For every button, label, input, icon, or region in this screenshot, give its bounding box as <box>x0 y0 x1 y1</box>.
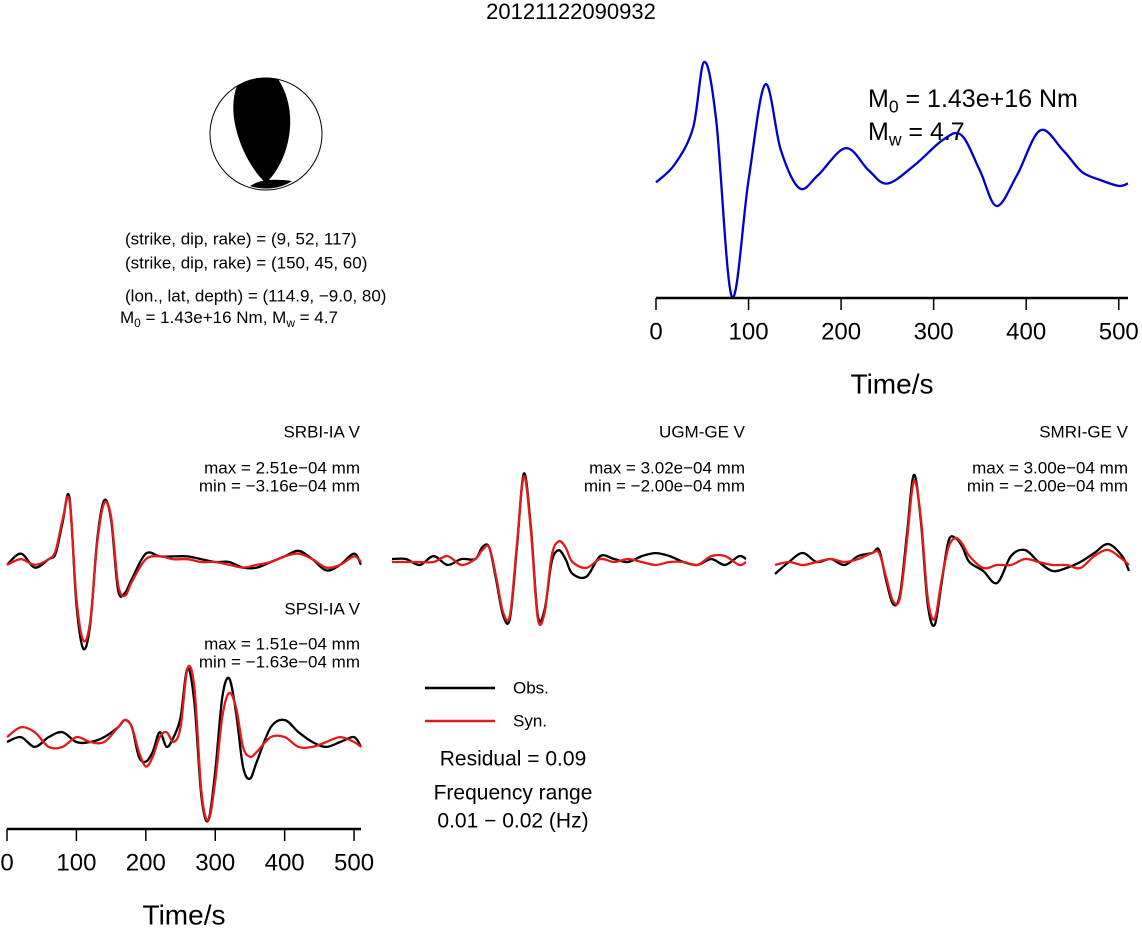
subscript: w <box>285 316 295 330</box>
amplitude-label: min = −2.00e−04 mm <box>584 476 745 495</box>
legend-label: Obs. <box>513 678 549 697</box>
beachball <box>209 77 323 191</box>
amplitude-label: max = 2.51e−04 mm <box>204 458 360 477</box>
annotation-part: M <box>120 308 134 327</box>
x-tick-label: 300 <box>914 318 954 345</box>
annotation-part: = 1.43e+16 Nm, M <box>141 308 287 327</box>
trace <box>6 493 363 651</box>
panel-title: SPSI-IA V <box>284 599 360 618</box>
amplitude-label: min = −1.63e−04 mm <box>199 652 360 671</box>
mechanism-text: (strike, dip, rake) = (9, 52, 117) (strik… <box>125 229 386 305</box>
residual: Residual = 0.09 <box>440 748 587 771</box>
x-tick-label: 200 <box>821 318 861 345</box>
x-axis-title: Time/s <box>851 368 934 399</box>
annotation-part: M <box>868 118 889 146</box>
trace <box>655 60 1129 299</box>
amplitude-label: min = −2.00e−04 mm <box>967 476 1128 495</box>
beachball-compression <box>250 179 292 189</box>
annotation: M0 = 1.43e+16 Nm, Mw = 4.7 <box>120 308 338 330</box>
amplitude-label: max = 3.02e−04 mm <box>589 458 745 477</box>
x-tick-label: 400 <box>1006 318 1046 345</box>
trace <box>6 495 362 643</box>
mechanism-line: (strike, dip, rake) = (150, 45, 60) <box>125 253 367 272</box>
x-tick-label: 500 <box>334 849 374 876</box>
x-tick-label: 200 <box>126 849 166 876</box>
panel-title: UGM-GE V <box>659 422 746 441</box>
figure-title: 20121122090932 <box>486 0 656 24</box>
annotation-part: M <box>868 85 889 113</box>
x-tick-label: 100 <box>729 318 769 345</box>
subscript: 0 <box>134 316 141 330</box>
x-tick-label: 500 <box>1099 318 1139 345</box>
amplitude-label: min = −3.16e−04 mm <box>199 476 360 495</box>
mechanism-line: (strike, dip, rake) = (9, 52, 117) <box>125 229 357 248</box>
annotation: Mw = 4.7 <box>868 118 965 150</box>
amplitude-label: max = 1.51e−04 mm <box>204 634 360 653</box>
amplitude-label: max = 3.00e−04 mm <box>972 458 1128 477</box>
x-tick-label: 100 <box>56 849 96 876</box>
beachball-compression <box>233 77 291 183</box>
annotation-part: = 4.7 <box>295 308 338 327</box>
trace <box>391 472 747 625</box>
x-tick-label: 400 <box>265 849 305 876</box>
legend-label: Syn. <box>513 711 547 730</box>
trace <box>392 475 747 627</box>
frequency-range: 0.01 − 0.02 (Hz) <box>437 810 588 833</box>
subscript: 0 <box>889 96 899 116</box>
x-axis-title: Time/s <box>143 899 226 928</box>
x-tick-label: 300 <box>195 849 235 876</box>
annotation: M0 = 1.43e+16 Nm <box>868 85 1078 117</box>
trace <box>6 664 362 822</box>
trace <box>774 479 1130 621</box>
frequency-label: Frequency range <box>434 782 593 805</box>
panel-title: SRBI-IA V <box>283 422 360 441</box>
annotation-part: = 1.43e+16 Nm <box>899 85 1078 113</box>
subscript: w <box>888 129 902 149</box>
legend: Obs. Syn. Residual = 0.09 Frequency rang… <box>425 678 593 833</box>
annotation-part: = 4.7 <box>901 118 964 146</box>
panel-title: SMRI-GE V <box>1039 422 1128 441</box>
x-tick-label: 0 <box>0 849 13 876</box>
x-tick-label: 0 <box>649 318 662 345</box>
mechanism-line: (lon., lat, depth) = (114.9, −9.0, 80) <box>125 286 386 305</box>
trace <box>774 473 1131 627</box>
